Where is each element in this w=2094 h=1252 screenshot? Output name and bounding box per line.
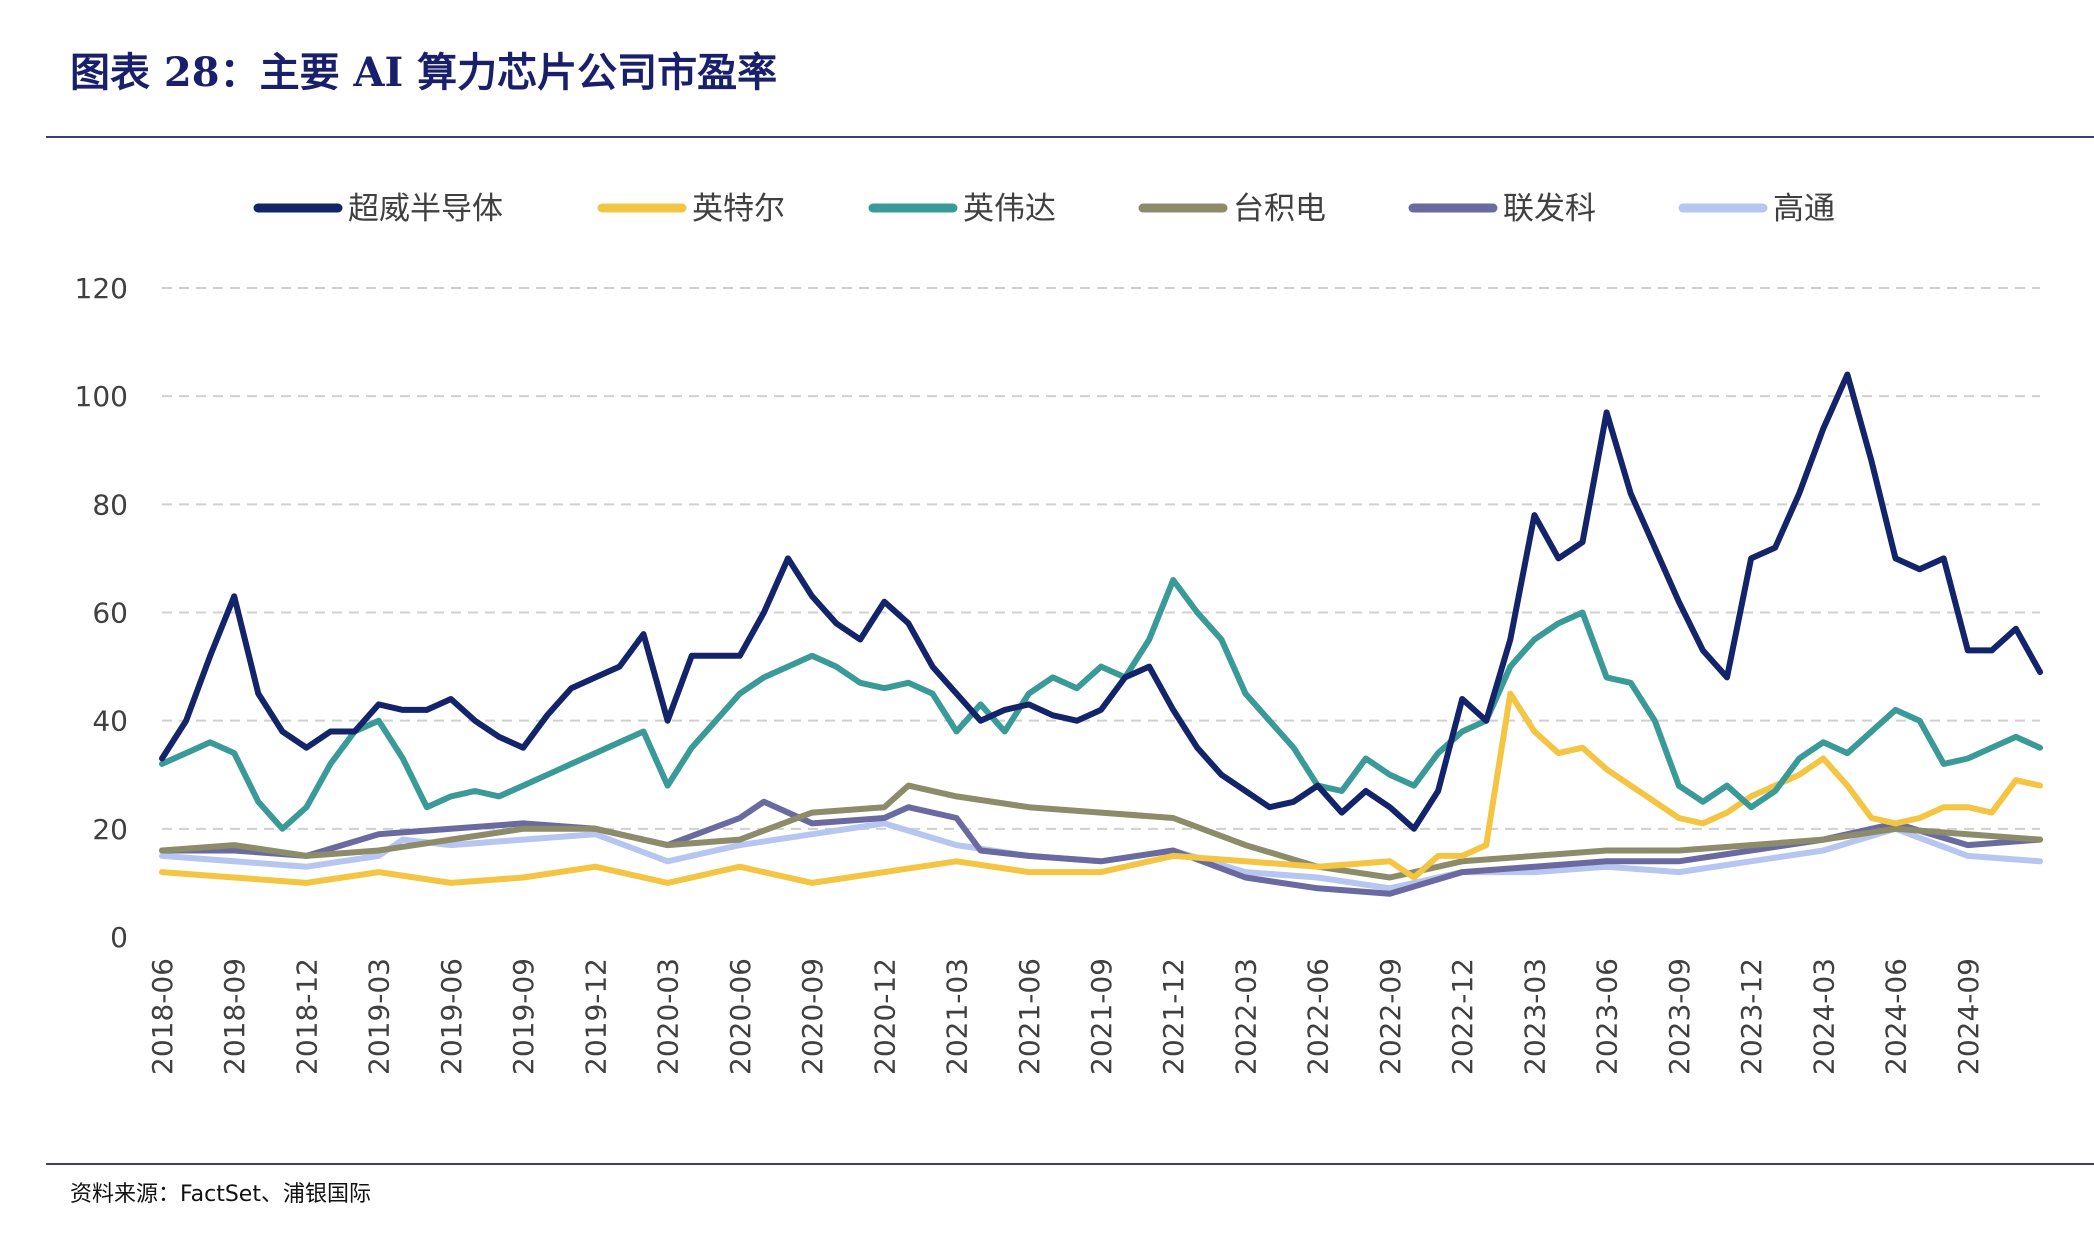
y-tick-label: 0 [110, 921, 128, 954]
x-tick-label: 2019-12 [579, 958, 612, 1075]
legend-label-4: 台积电 [1233, 191, 1326, 227]
legend: 超威半导体 英特尔 英伟达 台积电 联发科 高通 [253, 191, 1835, 227]
pe-ratio-line-chart: 超威半导体 英特尔 英伟达 台积电 联发科 高通 0 20 40 60 80 100 120 2018… [75, 191, 2043, 1075]
x-tick-label: 2019-09 [507, 958, 540, 1075]
x-tick-label: 2024-09 [1952, 958, 1985, 1075]
x-tick-label: 2021-06 [1013, 958, 1046, 1075]
x-axis: 2018-06 2018-09 2018-12 2019-03 2019-06 2019-… [146, 958, 1985, 1075]
x-tick-label: 2023-03 [1518, 958, 1551, 1075]
source-divider [46, 1163, 2094, 1165]
x-tick-label: 2023-12 [1735, 958, 1768, 1075]
series-line-6 [159, 820, 2043, 892]
y-tick-label: 80 [92, 488, 128, 521]
x-tick-label: 2023-09 [1663, 958, 1696, 1075]
grid-lines [162, 287, 2040, 830]
x-tick-label: 2020-09 [796, 958, 829, 1075]
x-tick-label: 2020-12 [868, 958, 901, 1075]
series-line-1 [159, 371, 2043, 832]
x-tick-label: 2023-06 [1591, 958, 1624, 1075]
y-tick-label: 60 [92, 597, 128, 630]
series-line-2 [159, 690, 2043, 886]
legend-label-5: 联发科 [1503, 191, 1596, 227]
x-tick-label: 2020-03 [652, 958, 685, 1075]
source-note: 资料来源：FactSet、浦银国际 [70, 1182, 371, 1207]
series-line-5 [159, 798, 2043, 897]
y-axis: 0 20 40 60 80 100 120 [75, 272, 128, 954]
x-tick-label: 2024-06 [1880, 958, 1913, 1075]
legend-label-1: 超威半导体 [348, 191, 503, 227]
x-tick-label: 2021-09 [1085, 958, 1118, 1075]
y-tick-label: 120 [75, 272, 128, 305]
legend-label-3: 英伟达 [963, 191, 1056, 227]
x-tick-label: 2019-06 [435, 958, 468, 1075]
x-tick-label: 2018-09 [218, 958, 251, 1075]
x-tick-label: 2018-12 [290, 958, 323, 1075]
x-tick-label: 2022-09 [1374, 958, 1407, 1075]
x-tick-label: 2020-06 [724, 958, 757, 1075]
x-tick-label: 2019-03 [363, 958, 396, 1075]
x-tick-label: 2018-06 [146, 958, 179, 1075]
x-tick-label: 2022-06 [1302, 958, 1335, 1075]
x-tick-label: 2022-12 [1446, 958, 1479, 1075]
legend-label-2: 英特尔 [692, 191, 785, 227]
y-tick-label: 100 [75, 380, 128, 413]
figure-title: 图表 28：主要 AI 算力芯片公司市盈率 [70, 49, 778, 96]
series-line-4 [159, 782, 2043, 881]
series-lines [159, 371, 2043, 897]
series-line-3 [159, 577, 2043, 832]
x-tick-label: 2021-12 [1157, 958, 1190, 1075]
x-tick-label: 2022-03 [1229, 958, 1262, 1075]
y-tick-label: 40 [92, 705, 128, 738]
x-tick-label: 2021-03 [941, 958, 974, 1075]
title-divider [46, 136, 2094, 138]
legend-label-6: 高通 [1773, 191, 1835, 227]
y-tick-label: 20 [92, 813, 128, 846]
x-tick-label: 2024-03 [1807, 958, 1840, 1075]
